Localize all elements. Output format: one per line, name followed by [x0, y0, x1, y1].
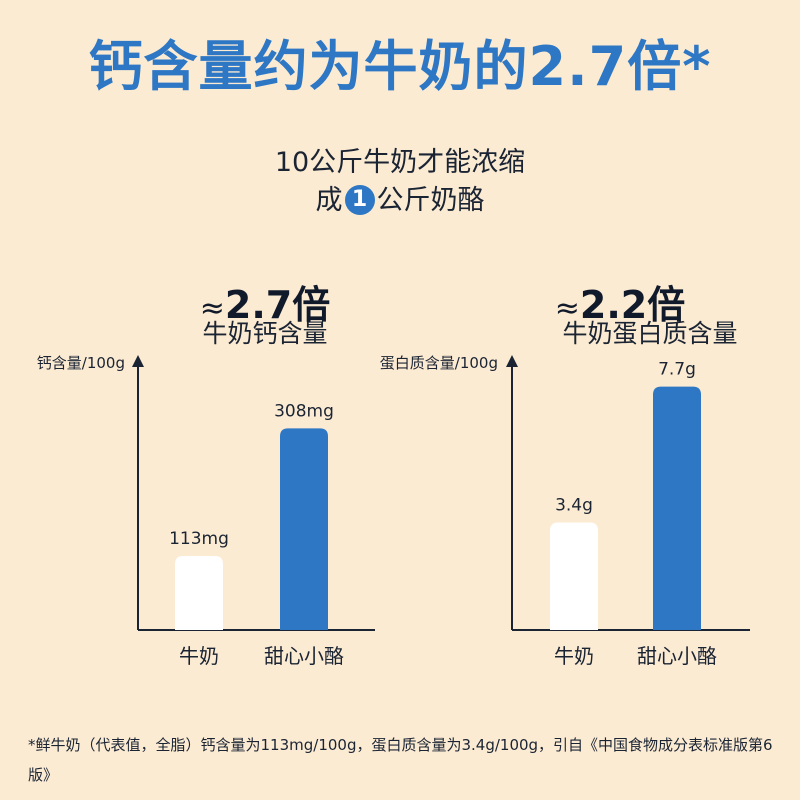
data-label: 113mg: [169, 529, 229, 549]
data-label: 308mg: [274, 401, 334, 421]
calcium-ratio-value: 2.7倍: [224, 283, 331, 327]
tick-label: 甜心小酪: [264, 644, 344, 668]
headline: 钙含量约为牛奶的2.7倍*: [88, 35, 712, 98]
y-axis-label: 蛋白质含量/100g: [380, 354, 498, 372]
bar: [280, 428, 328, 630]
protein-metric-label: 牛奶蛋白质含量: [562, 319, 738, 348]
tick-label: 牛奶: [554, 644, 594, 668]
calcium-ratio: ≈2.7倍: [115, 274, 415, 329]
footnote: *鲜牛奶（代表值，全脂）钙含量为113mg/100g，蛋白质含量为3.4g/10…: [28, 736, 773, 784]
approx-symbol: ≈: [554, 291, 580, 326]
y-axis-label: 钙含量/100g: [37, 354, 125, 372]
subtitle-line-2-before: 成: [315, 185, 343, 216]
data-label: 3.4g: [555, 496, 593, 516]
bar: [653, 386, 701, 630]
protein-ratio: ≈2.2倍: [470, 274, 770, 329]
y-axis-arrow-icon: [506, 355, 518, 367]
bar: [550, 522, 598, 630]
calcium-metric-label: 牛奶钙含量: [202, 319, 328, 348]
protein-ratio-value: 2.2倍: [579, 283, 686, 327]
approx-symbol: ≈: [199, 291, 225, 326]
subtitle-line-1: 10公斤牛奶才能浓缩: [274, 147, 526, 178]
y-axis-arrow-icon: [132, 355, 144, 367]
data-label: 7.7g: [658, 360, 696, 380]
number-badge: 1: [344, 185, 375, 215]
bar: [175, 556, 223, 630]
tick-label: 牛奶: [179, 644, 219, 668]
tick-label: 甜心小酪: [637, 644, 717, 668]
subtitle-line-2: 成 1 公斤奶酪: [0, 178, 800, 217]
subtitle-line-2-after: 公斤奶酪: [376, 185, 485, 216]
